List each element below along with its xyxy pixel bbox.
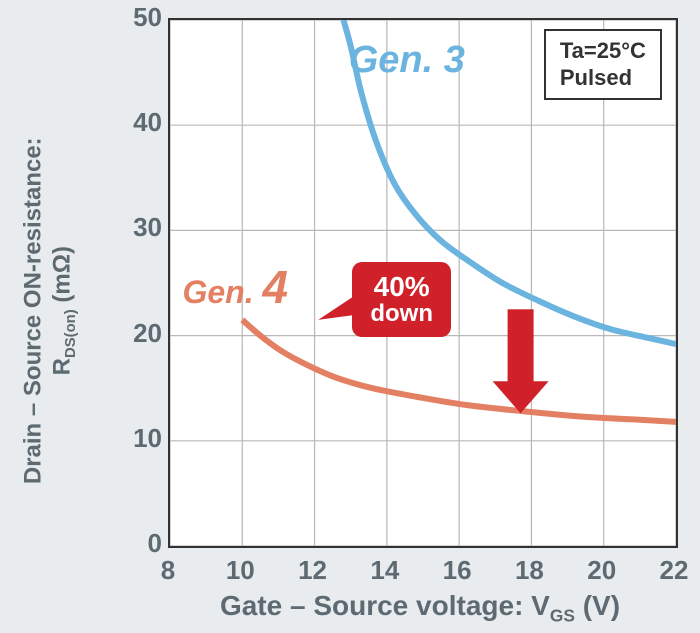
y-tick: 30 — [102, 212, 162, 243]
chart-container: Drain – Source ON-resistance: RDS(on) (m… — [0, 0, 700, 633]
x-axis-label-suffix: (V) — [575, 590, 620, 621]
x-tick: 22 — [649, 555, 699, 586]
x-tick: 12 — [288, 555, 338, 586]
conditions-box: Ta=25°C Pulsed — [544, 29, 662, 100]
x-axis-label-prefix: Gate – Source voltage: V — [220, 590, 550, 621]
conditions-line1: Ta=25°C — [560, 37, 646, 65]
x-tick: 18 — [504, 555, 554, 586]
y-tick: 10 — [102, 423, 162, 454]
callout-bubble: 40% down — [352, 262, 451, 337]
x-tick: 20 — [577, 555, 627, 586]
y-axis-label-prefix: R — [48, 358, 75, 375]
x-axis-label-sub: GS — [550, 606, 575, 626]
x-tick: 16 — [432, 555, 482, 586]
series-label-gen4: Gen. 4 — [182, 260, 288, 314]
y-axis-label: Drain – Source ON-resistance: RDS(on) (m… — [19, 61, 80, 561]
y-axis-label-sub: DS(on) — [63, 309, 79, 358]
x-tick: 8 — [143, 555, 193, 586]
x-axis-label: Gate – Source voltage: VGS (V) — [160, 590, 680, 627]
y-axis-label-line1: Drain – Source ON-resistance: — [19, 137, 46, 484]
y-tick: 20 — [102, 318, 162, 349]
callout-text1: 40% — [374, 271, 430, 302]
y-tick: 40 — [102, 107, 162, 138]
series-label-gen3: Gen. 3 — [349, 39, 465, 82]
x-tick: 10 — [215, 555, 265, 586]
y-tick: 50 — [102, 2, 162, 33]
y-axis-label-suffix: (mΩ) — [48, 246, 75, 309]
x-tick: 14 — [360, 555, 410, 586]
callout-text2: down — [370, 301, 433, 326]
conditions-line2: Pulsed — [560, 64, 646, 92]
